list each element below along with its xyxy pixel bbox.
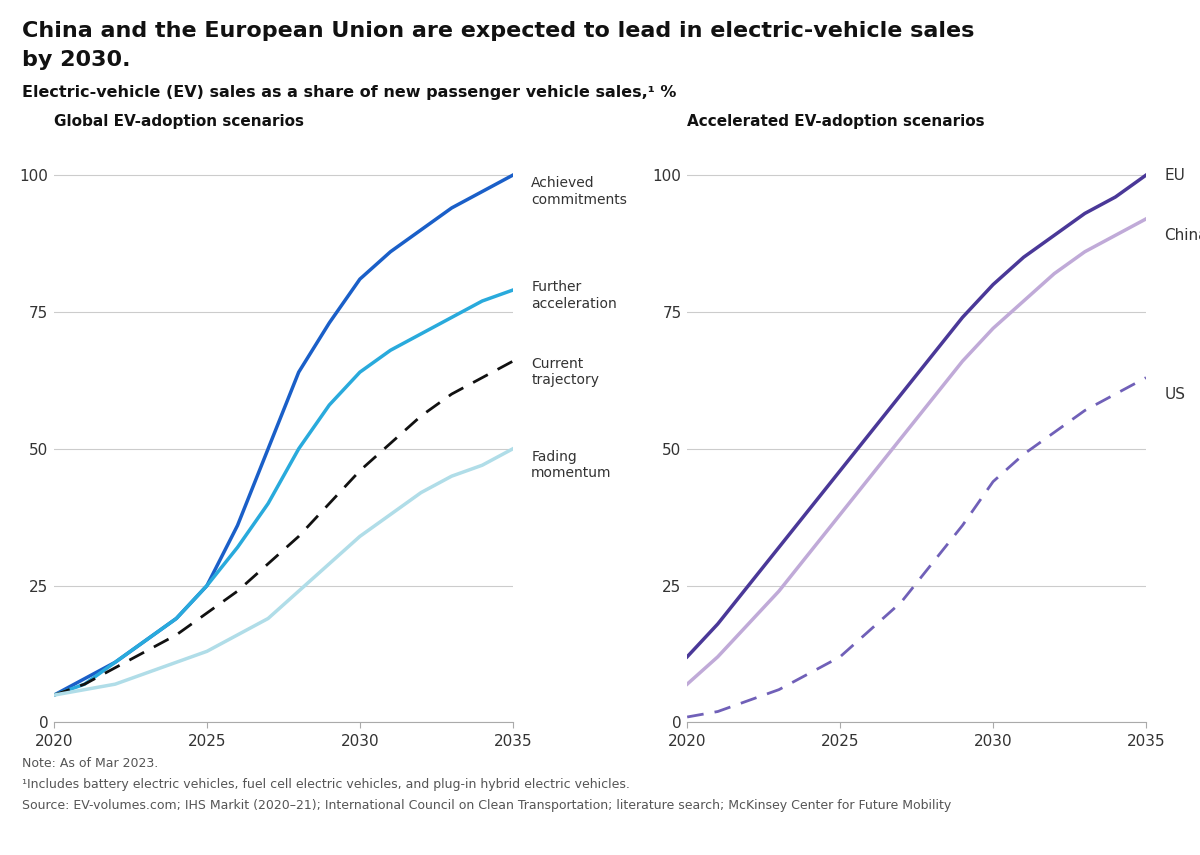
- Text: US: US: [1164, 386, 1186, 402]
- Text: Current
trajectory: Current trajectory: [532, 357, 599, 387]
- Text: by 2030.: by 2030.: [22, 50, 130, 69]
- Text: Note: As of Mar 2023.: Note: As of Mar 2023.: [22, 757, 158, 770]
- Text: Source: EV-volumes.com; IHS Markit (2020–21); International Council on Clean Tra: Source: EV-volumes.com; IHS Markit (2020…: [22, 799, 950, 812]
- Text: Further
acceleration: Further acceleration: [532, 280, 617, 310]
- Text: EU: EU: [1164, 168, 1186, 183]
- Text: China and the European Union are expected to lead in electric-vehicle sales: China and the European Union are expecte…: [22, 21, 974, 41]
- Text: Accelerated EV-adoption scenarios: Accelerated EV-adoption scenarios: [688, 114, 985, 129]
- Text: ¹Includes battery electric vehicles, fuel cell electric vehicles, and plug-in hy: ¹Includes battery electric vehicles, fue…: [22, 778, 630, 791]
- Text: Electric-vehicle (EV) sales as a share of new passenger vehicle sales,¹ %: Electric-vehicle (EV) sales as a share o…: [22, 86, 676, 101]
- Text: Fading
momentum: Fading momentum: [532, 450, 612, 481]
- Text: Global EV-adoption scenarios: Global EV-adoption scenarios: [54, 114, 304, 129]
- Text: China: China: [1164, 227, 1200, 243]
- Text: Achieved
commitments: Achieved commitments: [532, 176, 628, 207]
